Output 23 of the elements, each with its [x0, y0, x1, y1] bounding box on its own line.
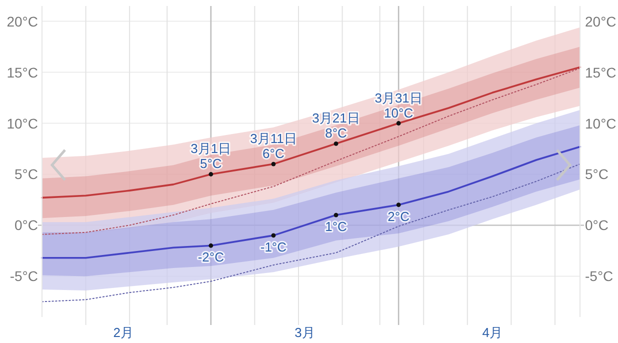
y-tick-label: 10°C — [6, 115, 38, 132]
annotation: -2°C — [198, 250, 224, 265]
y-tick-label: 5°C — [14, 166, 38, 182]
y2-tick-label: -5°C — [585, 268, 614, 284]
annotation: 3月11日 6°C — [250, 131, 297, 162]
y-tick-label: 15°C — [6, 64, 38, 80]
y2-tick-label: 20°C — [585, 13, 616, 30]
annotation: -1°C — [260, 239, 287, 254]
annotation: 3月21日 8°C — [312, 110, 360, 141]
x-tick-label: 3月 — [294, 325, 315, 340]
annotation: 1°C — [325, 219, 347, 234]
annotation: 3月1日 5°C — [190, 141, 232, 172]
x-tick-label: 2月 — [113, 325, 134, 340]
y2-tick-label: 5°C — [585, 166, 608, 182]
annotation: 2°C — [388, 208, 410, 224]
y2-tick-label: 15°C — [585, 64, 616, 80]
y2-tick-label: 0°C — [585, 217, 608, 234]
annotation: 3月31日 10°C — [374, 90, 422, 120]
x-tick-label: 4月 — [482, 325, 503, 340]
y-tick-label: -5°C — [10, 268, 38, 284]
y-tick-label: 20°C — [6, 13, 38, 30]
y2-tick-label: 10°C — [585, 115, 616, 132]
y-tick-label: 0°C — [14, 217, 38, 234]
